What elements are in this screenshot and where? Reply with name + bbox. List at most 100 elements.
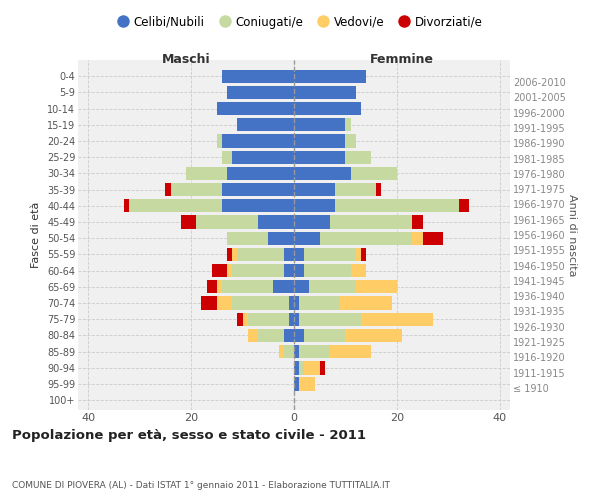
Bar	[304, 264, 350, 278]
Bar	[294, 312, 299, 326]
Bar	[227, 167, 294, 180]
Bar	[422, 232, 443, 245]
Bar	[227, 264, 232, 278]
Bar	[238, 312, 242, 326]
Bar	[294, 70, 366, 83]
Bar	[222, 70, 294, 83]
Bar	[330, 345, 371, 358]
Bar	[248, 312, 289, 326]
Text: Maschi: Maschi	[161, 54, 211, 66]
Bar	[294, 167, 350, 180]
Bar	[232, 248, 238, 261]
Bar	[299, 345, 330, 358]
Bar	[258, 329, 284, 342]
Bar	[227, 86, 294, 99]
Bar	[356, 280, 397, 293]
Bar	[170, 183, 222, 196]
Bar	[330, 216, 412, 228]
Bar	[340, 296, 392, 310]
Bar	[284, 329, 294, 342]
Bar	[202, 296, 217, 310]
Bar	[222, 280, 274, 293]
Bar	[232, 296, 289, 310]
Bar	[268, 232, 294, 245]
Bar	[294, 118, 346, 132]
Bar	[304, 361, 320, 374]
Bar	[222, 199, 294, 212]
Bar	[217, 134, 222, 147]
Bar	[294, 329, 304, 342]
Bar	[222, 134, 294, 147]
Bar	[238, 248, 284, 261]
Bar	[227, 248, 232, 261]
Y-axis label: Fasce di età: Fasce di età	[31, 202, 41, 268]
Bar	[346, 118, 350, 132]
Bar	[361, 312, 433, 326]
Bar	[289, 312, 294, 326]
Bar	[299, 312, 361, 326]
Bar	[130, 199, 222, 212]
Bar	[212, 264, 227, 278]
Bar	[294, 378, 299, 390]
Bar	[284, 264, 294, 278]
Bar	[350, 167, 397, 180]
Bar	[289, 296, 294, 310]
Bar	[124, 199, 130, 212]
Bar	[294, 248, 304, 261]
Bar	[294, 361, 299, 374]
Bar	[217, 296, 232, 310]
Bar	[412, 216, 422, 228]
Bar	[299, 296, 340, 310]
Y-axis label: Anni di nascita: Anni di nascita	[567, 194, 577, 276]
Bar	[294, 232, 320, 245]
Bar	[361, 248, 366, 261]
Bar	[335, 199, 458, 212]
Bar	[284, 345, 294, 358]
Legend: Celibi/Nubili, Coniugati/e, Vedovi/e, Divorziati/e: Celibi/Nubili, Coniugati/e, Vedovi/e, Di…	[112, 11, 488, 34]
Bar	[294, 183, 335, 196]
Bar	[294, 296, 299, 310]
Bar	[304, 248, 356, 261]
Bar	[356, 248, 361, 261]
Bar	[222, 150, 232, 164]
Bar	[227, 232, 268, 245]
Bar	[294, 345, 299, 358]
Bar	[186, 167, 227, 180]
Bar	[232, 150, 294, 164]
Bar	[294, 280, 310, 293]
Bar	[294, 216, 330, 228]
Bar	[166, 183, 170, 196]
Bar	[232, 264, 284, 278]
Bar	[222, 183, 294, 196]
Bar	[278, 345, 284, 358]
Bar	[274, 280, 294, 293]
Bar	[196, 216, 258, 228]
Bar	[320, 232, 412, 245]
Bar	[335, 183, 376, 196]
Bar	[284, 248, 294, 261]
Bar	[350, 264, 366, 278]
Bar	[217, 280, 222, 293]
Bar	[238, 118, 294, 132]
Bar	[376, 183, 382, 196]
Bar	[346, 134, 356, 147]
Bar	[346, 329, 402, 342]
Bar	[258, 216, 294, 228]
Bar	[346, 150, 371, 164]
Bar	[412, 232, 422, 245]
Bar	[320, 361, 325, 374]
Text: Popolazione per età, sesso e stato civile - 2011: Popolazione per età, sesso e stato civil…	[12, 430, 366, 442]
Bar	[299, 361, 304, 374]
Bar	[217, 102, 294, 116]
Text: Femmine: Femmine	[370, 54, 434, 66]
Bar	[294, 150, 346, 164]
Bar	[294, 102, 361, 116]
Bar	[299, 378, 314, 390]
Bar	[248, 329, 258, 342]
Bar	[294, 264, 304, 278]
Bar	[294, 86, 356, 99]
Bar	[310, 280, 356, 293]
Bar	[458, 199, 469, 212]
Bar	[294, 199, 335, 212]
Bar	[304, 329, 346, 342]
